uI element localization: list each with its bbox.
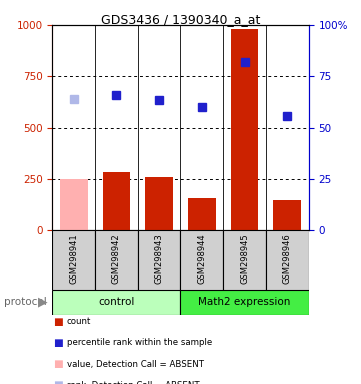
Bar (180, 230, 223, 290)
Text: rank, Detection Call = ABSENT: rank, Detection Call = ABSENT (67, 381, 199, 384)
Text: GSM298944: GSM298944 (197, 233, 206, 284)
Text: protocol: protocol (4, 297, 46, 308)
Text: GDS3436 / 1390340_a_at: GDS3436 / 1390340_a_at (101, 13, 260, 26)
Text: value, Detection Call = ABSENT: value, Detection Call = ABSENT (67, 359, 204, 369)
Bar (138, 230, 180, 290)
Bar (52, 290, 180, 315)
Bar (103, 172, 130, 230)
Bar (60, 179, 88, 230)
Text: GSM298945: GSM298945 (240, 233, 249, 284)
Text: percentile rank within the sample: percentile rank within the sample (67, 338, 212, 348)
Text: ■: ■ (53, 380, 63, 384)
Bar (52, 230, 95, 290)
Bar (266, 230, 309, 290)
Text: ▶: ▶ (38, 296, 47, 309)
Bar (95, 230, 138, 290)
Text: ■: ■ (53, 338, 63, 348)
Text: Math2 expression: Math2 expression (199, 297, 291, 308)
Text: ■: ■ (53, 359, 63, 369)
Text: GSM298946: GSM298946 (283, 233, 292, 284)
Bar (223, 230, 266, 290)
Text: GSM298941: GSM298941 (69, 233, 78, 284)
Bar (188, 197, 216, 230)
Bar (180, 290, 309, 315)
Text: control: control (98, 297, 135, 308)
Text: GSM298942: GSM298942 (112, 233, 121, 284)
Bar (231, 29, 258, 230)
Text: count: count (67, 317, 91, 326)
Bar (145, 177, 173, 230)
Text: ■: ■ (53, 317, 63, 327)
Bar (273, 200, 301, 230)
Text: GSM298943: GSM298943 (155, 233, 164, 284)
